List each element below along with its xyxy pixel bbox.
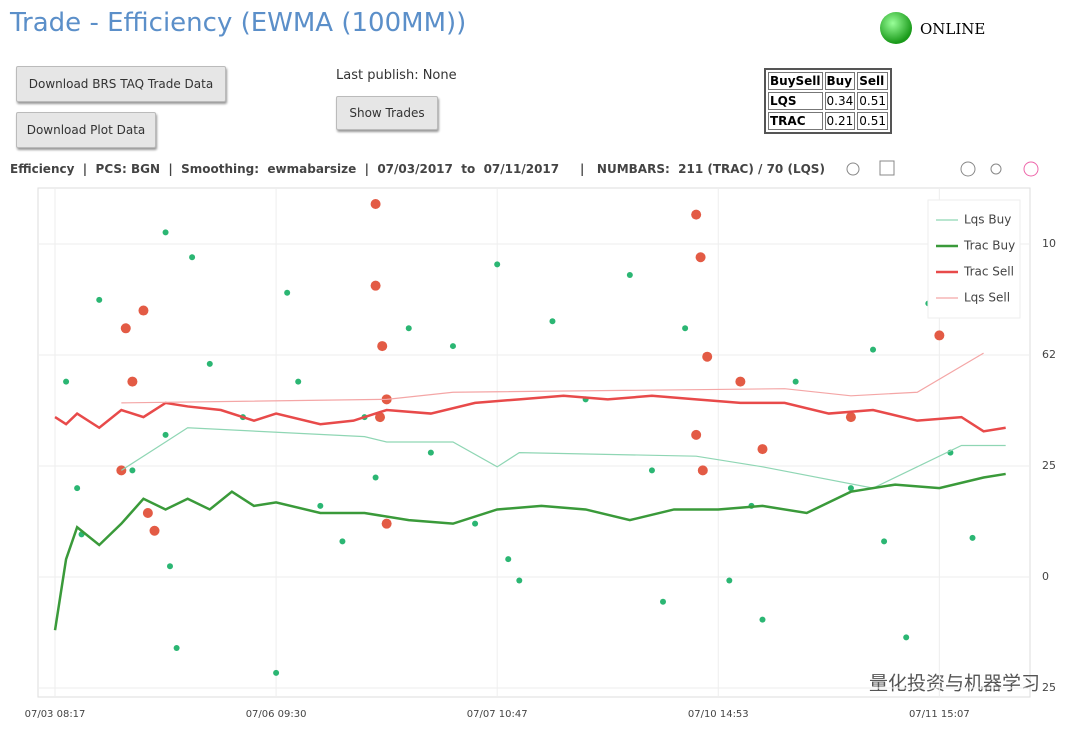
point [660,598,667,605]
status: ONLINE [920,20,986,38]
point [691,429,702,440]
point [682,325,689,332]
point [127,376,138,387]
point [317,502,324,509]
title: Trade - Efficiency (EWMA (100MM)) [10,8,467,38]
point [792,378,799,385]
y-tick-label: 25 [1042,459,1056,472]
point [847,485,854,492]
point [881,538,888,545]
point [370,198,381,209]
point [284,289,291,296]
x-tick-label: 07/06 09:30 [246,709,307,720]
cell: 0.51 [857,92,888,110]
cell: TRAC [768,112,823,130]
point [427,449,434,456]
point [702,351,713,362]
point [206,360,213,367]
point [903,634,910,641]
y-tick-label: 62 [1042,348,1056,361]
x-tick-label: 07/10 14:53 [688,709,749,720]
point [162,229,169,236]
y-tick-label: 10 [1042,237,1056,250]
point [494,261,501,268]
point [120,323,131,334]
point [142,508,153,519]
point [472,520,479,527]
status-light [880,12,912,44]
y-tick-label: 0 [1042,570,1049,583]
point [549,318,556,325]
point [381,518,392,529]
point [969,534,976,541]
point [759,616,766,623]
point [405,325,412,332]
cell: 0.34 [824,92,856,110]
y-tick-label: 25 [1042,681,1056,694]
line [54,394,1006,433]
legend-label: Trac Buy [963,239,1015,253]
watermark: 量化投资与机器学习 [869,673,1040,695]
point [505,556,512,563]
th: BuySell [768,72,823,90]
plot-frame [37,187,1031,698]
legend-label: Trac Sell [963,265,1014,279]
point [74,485,81,492]
point [934,330,945,341]
toolbar-text: Efficiency | PCS: BGN | Smoothing: ewmab… [10,162,825,176]
point [697,465,708,476]
point [449,343,456,350]
x-tick-label: 07/03 08:17 [25,709,86,720]
button[interactable]: Download BRS TAQ Trade Data [16,66,226,102]
last-publish: Last publish: None [336,68,457,83]
line [121,427,1006,489]
point [166,563,173,570]
button[interactable]: Download Plot Data [16,112,156,148]
button[interactable]: Show Trades [336,96,438,130]
legend-label: Lqs Buy [964,213,1011,227]
x-tick-label: 07/07 10:47 [467,709,528,720]
point [648,467,655,474]
point [162,431,169,438]
point [295,378,302,385]
point [516,577,523,584]
cell: 0.21 [824,112,856,130]
x-tick-label: 07/11 15:07 [909,709,970,720]
point [377,341,388,352]
point [370,280,381,291]
point [726,577,733,584]
th: Sell [857,72,888,90]
point [129,467,136,474]
point [626,272,633,279]
cell: 0.51 [857,112,888,130]
point [870,346,877,353]
line [121,352,984,404]
point [189,254,196,261]
point [273,669,280,676]
legend-label: Lqs Sell [964,291,1010,305]
point [375,412,386,423]
point [149,525,160,536]
point [138,305,149,316]
table: BuySell Buy Sell LQS 0.34 0.51 TRAC 0.21 0.51 [764,68,892,134]
point [845,412,856,423]
point [735,376,746,387]
point [173,644,180,651]
point [757,444,768,455]
line [53,472,1006,631]
th: Buy [824,72,856,90]
cell: LQS [768,92,823,110]
point [695,252,706,263]
point [96,296,103,303]
point [339,538,346,545]
toolbar-icons [846,160,1039,177]
point [63,378,70,385]
point [372,474,379,481]
point [691,209,702,220]
